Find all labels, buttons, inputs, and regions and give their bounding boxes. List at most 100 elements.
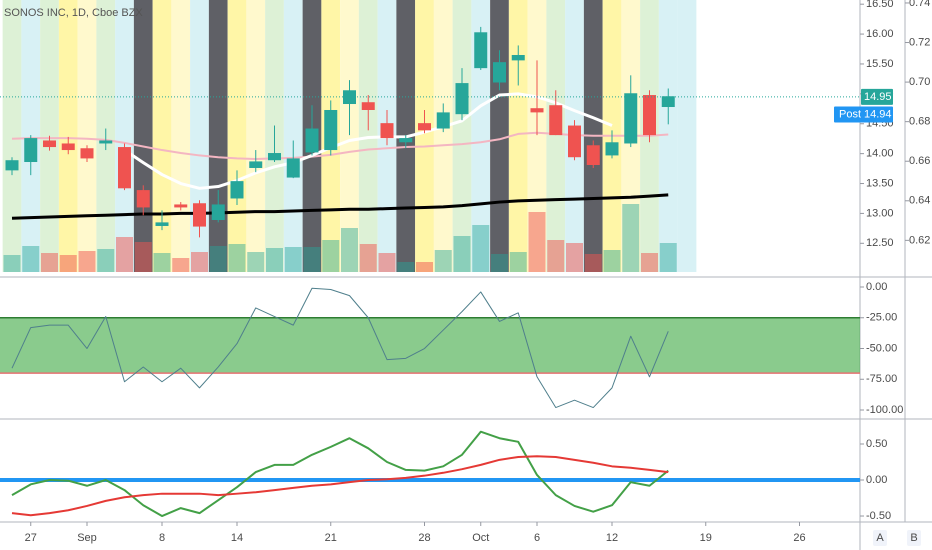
y-tick-label: 12.50	[866, 237, 894, 249]
axis-button-label[interactable]: A	[876, 532, 884, 544]
weekday-stripe	[546, 0, 566, 272]
volume-bar	[434, 250, 452, 272]
volume-bar	[566, 243, 583, 272]
weekday-stripe	[246, 0, 266, 272]
x-tick-label: 21	[325, 532, 337, 544]
volume-bar	[153, 253, 171, 272]
y-tick-label: 15.50	[866, 58, 894, 70]
moving-average	[123, 92, 613, 190]
candle-body	[230, 181, 244, 199]
y-tick-label: -0.50	[866, 510, 891, 522]
candle-body	[624, 93, 638, 144]
candle-body	[399, 138, 413, 143]
candle-body	[324, 109, 338, 151]
candle-body	[455, 83, 469, 115]
volume-bar	[341, 228, 358, 272]
weekday-stripe	[433, 0, 453, 272]
candle-body	[155, 222, 169, 226]
volume-bar	[659, 243, 677, 272]
candle-body	[268, 153, 281, 161]
candle-body	[474, 32, 488, 69]
volume-bar	[228, 244, 246, 272]
last-price-tag	[861, 88, 893, 105]
post-label: Post	[839, 108, 861, 120]
axis-button[interactable]	[907, 530, 921, 546]
candle-body	[418, 123, 431, 131]
weekday-stripe	[452, 0, 472, 272]
weekday-stripe	[171, 0, 191, 272]
volume-bar	[509, 252, 527, 272]
y-tick-label: -100.00	[866, 404, 903, 416]
volume-bar	[22, 246, 40, 272]
chart-title: SONOS INC, 1D, Cboe BZX	[4, 7, 143, 19]
x-tick-label: 27	[25, 532, 37, 544]
candle-body	[5, 160, 19, 171]
candle-body	[343, 90, 356, 105]
candle-body	[193, 203, 206, 227]
moving-average	[11, 193, 669, 220]
volume-bar	[603, 250, 621, 272]
y-tick-label: 0.64	[909, 195, 930, 207]
x-tick-label: 28	[418, 532, 430, 544]
candle-body	[99, 140, 113, 144]
x-tick-label: Oct	[472, 532, 489, 544]
volume-bar	[284, 247, 302, 272]
candle-body	[24, 138, 38, 163]
y-tick-label: 0.66	[909, 155, 930, 167]
volume-bar	[172, 258, 190, 272]
weekday-stripe	[58, 0, 78, 272]
volume-bar	[641, 253, 658, 272]
y-tick-label: 0.68	[909, 116, 930, 128]
weekday-stripe	[152, 0, 172, 272]
y-tick-label: 13.50	[866, 177, 894, 189]
candle-body	[136, 190, 150, 208]
volume-bar	[528, 212, 546, 272]
y-tick-label: 0.00	[866, 474, 887, 486]
y-tick-label: -25.00	[866, 312, 897, 324]
candle-body	[286, 158, 300, 178]
x-tick-label: 8	[159, 532, 165, 544]
weekday-stripe	[677, 0, 697, 272]
y-tick-label: 0.74	[909, 0, 930, 9]
weekday-stripe	[227, 0, 247, 272]
axis-button[interactable]	[873, 530, 887, 546]
y-tick-label: 0.70	[909, 76, 930, 88]
volume-bar	[378, 253, 396, 272]
weekday-stripe	[527, 0, 547, 272]
candle-body	[211, 204, 225, 220]
x-tick-label: 12	[606, 532, 618, 544]
candle-body	[493, 62, 506, 83]
volume-bar	[303, 247, 321, 272]
indicator-line	[11, 430, 669, 518]
volume-bar	[209, 246, 227, 272]
x-tick-label: 14	[231, 532, 243, 544]
candle-body	[80, 148, 94, 159]
volume-bar	[3, 255, 21, 272]
volume-bar	[416, 262, 433, 272]
volume-bar	[453, 236, 471, 272]
axis-button-label[interactable]: B	[910, 532, 917, 544]
candle-body	[530, 108, 544, 113]
y-tick-label: 13.00	[866, 207, 894, 219]
y-tick-label: 0.72	[909, 36, 930, 48]
weekday-stripe	[115, 0, 134, 272]
volume-bar	[622, 204, 640, 272]
candle-body	[549, 105, 563, 136]
y-tick-label: 14.00	[866, 148, 894, 160]
last-price-label: 14.95	[864, 91, 892, 103]
candle-body	[436, 112, 450, 129]
volume-bar	[78, 251, 96, 272]
volume-bar	[59, 255, 77, 272]
x-tick-label: 19	[700, 532, 712, 544]
x-tick-label: 26	[793, 532, 805, 544]
indicator-line	[11, 287, 669, 409]
candle-body	[118, 147, 131, 189]
candle-body	[661, 96, 675, 108]
candle-body	[643, 95, 656, 136]
candle-body	[249, 161, 263, 168]
y-tick-label: 0.62	[909, 234, 930, 246]
weekday-stripe	[77, 0, 97, 272]
candle-body	[380, 123, 394, 139]
volume-bar	[359, 244, 377, 272]
